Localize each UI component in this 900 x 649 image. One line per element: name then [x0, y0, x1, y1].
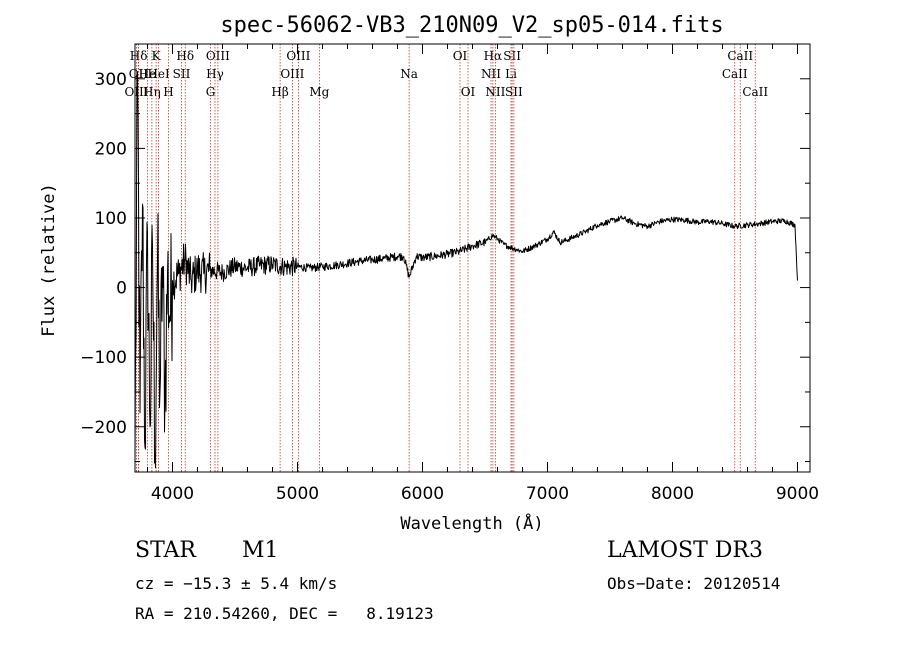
line-marker-label: OI	[461, 85, 476, 99]
spectrum-line	[134, 71, 798, 469]
y-tick-label: 100	[95, 209, 127, 229]
plot-frame	[134, 43, 811, 473]
line-marker-label: Li	[505, 67, 517, 81]
line-marker-label: SII	[503, 49, 521, 63]
axis-ticks: 4000 5000 6000 7000 8000 9000 −200 −100 0 100 200 3…	[80, 43, 819, 504]
line-marker-label: NII	[485, 85, 505, 99]
line-marker-label: SII	[505, 85, 523, 99]
y-tick-label: −100	[80, 348, 127, 368]
x-tick-label: 6000	[401, 484, 444, 504]
line-marker-label: CaII	[722, 67, 748, 81]
line-marker-label: HeI	[147, 67, 170, 81]
line-marker-label: OIII	[206, 49, 230, 63]
line-marker-label: CaII	[742, 85, 768, 99]
line-marker-label: NII	[481, 67, 501, 81]
coordinates: RA = 210.54260, DEC = 8.19123	[135, 604, 434, 623]
y-axis-label: Flux (relative)	[39, 183, 59, 337]
object-class: STAR	[135, 538, 196, 563]
line-marker-label: CaII	[727, 49, 753, 63]
x-tick-label: 9000	[776, 484, 819, 504]
object-subclass: M1	[242, 538, 279, 563]
line-marker-label: Hα	[484, 49, 503, 63]
line-marker-label: Hδ	[176, 49, 194, 63]
spectrum-series	[134, 71, 798, 469]
y-tick-label: 0	[116, 279, 127, 299]
y-tick-label: −200	[80, 418, 127, 438]
line-marker-label: OI	[453, 49, 468, 63]
x-tick-label: 5000	[276, 484, 319, 504]
x-tick-label: 8000	[651, 484, 694, 504]
chart-title: spec-56062-VB3_210N09_V2_sp05-014.fits	[220, 13, 723, 38]
observation-date: Obs−Date: 20120514	[607, 574, 781, 593]
line-marker-label: Hβ	[271, 85, 288, 99]
line-marker-label: OIII	[286, 49, 310, 63]
x-tick-label: 7000	[526, 484, 569, 504]
x-axis-label: Wavelength (Å)	[400, 512, 543, 534]
line-marker-label: Mg	[309, 85, 329, 99]
line-marker-label: Hη	[143, 85, 161, 99]
line-marker-label: H	[163, 85, 173, 99]
x-tick-label: 4000	[151, 484, 194, 504]
redshift-velocity: cz = −15.3 ± 5.4 km/s	[135, 574, 338, 593]
line-marker-label: Hγ	[206, 67, 224, 81]
y-tick-label: 300	[95, 70, 127, 90]
y-tick-label: 200	[95, 139, 127, 159]
line-marker-label: SII	[173, 67, 191, 81]
line-marker-label: OIII	[280, 67, 304, 81]
survey-name: LAMOST DR3	[607, 538, 763, 563]
line-marker-label: OII	[129, 67, 149, 81]
line-marker-label: G	[206, 85, 216, 99]
line-marker-label: Na	[400, 67, 418, 81]
line-marker-label: K	[152, 49, 162, 63]
